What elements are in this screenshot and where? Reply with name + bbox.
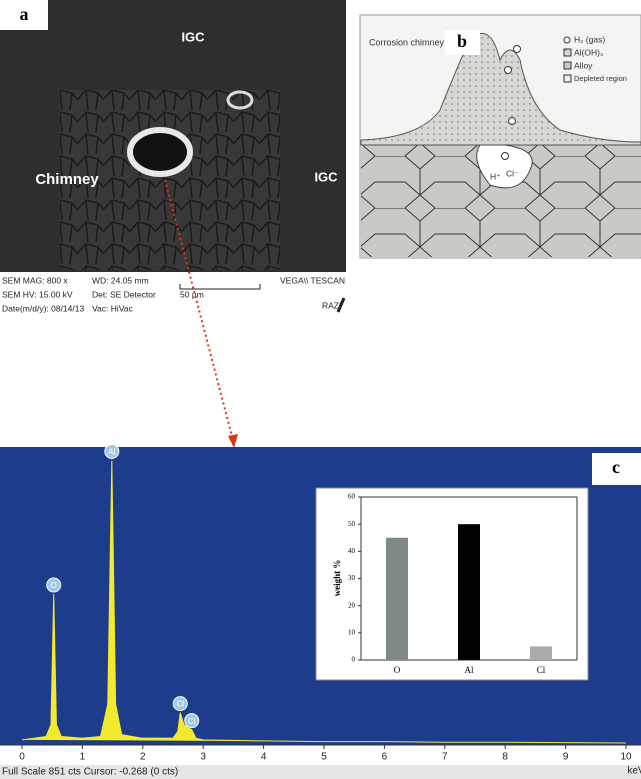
info-bar xyxy=(0,272,346,316)
y-tick-label: 40 xyxy=(348,547,356,555)
cracked-region xyxy=(60,90,280,270)
y-tick-label: 30 xyxy=(348,574,356,582)
x-tick-label: 1 xyxy=(80,752,86,763)
pit xyxy=(476,144,533,189)
spectrum-line xyxy=(21,460,627,744)
info: Date(m/d/y): 08/14/13 xyxy=(2,303,84,313)
arrow-head xyxy=(228,434,238,448)
y-tick-label: 0 xyxy=(352,656,356,664)
info: WD: 24.05 mm xyxy=(92,275,149,285)
x-tick-label: 8 xyxy=(502,752,508,763)
y-tick-label: 20 xyxy=(348,601,356,609)
peak-marker xyxy=(46,577,62,593)
schematic-title: Corrosion chimney xyxy=(369,37,445,47)
panel-a: a IGC Chimney IGC SEM MAG: 800 x WD: 24.… xyxy=(0,0,346,316)
y-tick-label: 60 xyxy=(348,493,356,501)
annotation: Chimney xyxy=(35,171,99,188)
x-tick-label: 7 xyxy=(442,752,448,763)
x-tick-label: 2 xyxy=(140,752,146,763)
y-tick-label: 10 xyxy=(348,628,356,636)
info: 50 µm xyxy=(180,289,204,299)
corrosion-product xyxy=(360,32,641,146)
bar xyxy=(386,537,408,660)
x-tick-label: 3 xyxy=(200,752,206,763)
peak-label: Al xyxy=(108,448,115,457)
status-text: Full Scale 851 cts Cursor: -0.268 (0 cts… xyxy=(2,767,178,778)
x-tick-label: 10 xyxy=(620,752,632,763)
peak-marker xyxy=(172,696,188,712)
x-tick-label: 0 xyxy=(19,752,25,763)
bar xyxy=(530,646,552,660)
x-axis-label: keV xyxy=(627,766,641,777)
x-tick-label: Al xyxy=(465,665,474,675)
info: SEM HV: 15.00 kV xyxy=(2,289,73,299)
annotation: IGC xyxy=(314,169,338,184)
panel-label: a xyxy=(20,4,29,24)
x-tick-label: 5 xyxy=(321,752,327,763)
annotation: IGC xyxy=(181,29,205,44)
panel-label: c xyxy=(612,457,620,477)
status-bar xyxy=(0,765,641,779)
x-tick-label: 4 xyxy=(261,752,267,763)
bar xyxy=(458,524,480,660)
ion: H⁺ xyxy=(490,171,501,181)
chimney-pit xyxy=(127,127,193,177)
info: RAZI xyxy=(322,300,341,310)
peak-label: O xyxy=(51,581,57,590)
peak-marker xyxy=(104,443,120,459)
info: Det: SE Detector xyxy=(92,289,156,299)
inset: 0 10 20 30 40 50 60 weight % O Al Cl xyxy=(315,487,589,681)
x-tick-label: Cl xyxy=(537,665,546,675)
y-axis-label: weight % xyxy=(332,560,342,597)
x-tick-label: 6 xyxy=(382,752,388,763)
logo xyxy=(336,297,346,313)
legend-entry: Depleted region xyxy=(574,74,627,83)
x-tick-label: O xyxy=(394,665,401,675)
ion: Cl⁻ xyxy=(506,168,519,178)
info: VEGA\\ TESCAN xyxy=(280,275,345,285)
label-box xyxy=(445,30,480,55)
scale-bar xyxy=(179,284,261,290)
peak-label: Cl xyxy=(188,717,196,726)
panel-label: b xyxy=(457,31,467,51)
x-tick-label: 9 xyxy=(563,752,569,763)
peak-marker xyxy=(184,713,200,729)
label-box xyxy=(0,0,48,30)
panel-b: b Corrosion chimney H₂ (gas) Al(OH)₃ All… xyxy=(359,14,641,259)
label-box xyxy=(592,453,641,485)
info: SEM MAG: 800 x xyxy=(2,275,68,285)
peak-label: Cl xyxy=(176,700,184,709)
pit xyxy=(226,90,254,110)
info: Vac: HiVac xyxy=(92,303,134,313)
y-tick-label: 50 xyxy=(348,520,356,528)
legend-entry: H₂ (gas) xyxy=(574,34,605,44)
legend-entry: Alloy xyxy=(574,60,593,70)
legend-entry: Al(OH)₃ xyxy=(574,47,603,57)
